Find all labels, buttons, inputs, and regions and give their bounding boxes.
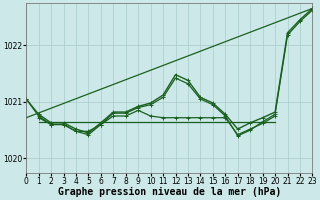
- X-axis label: Graphe pression niveau de la mer (hPa): Graphe pression niveau de la mer (hPa): [58, 187, 281, 197]
